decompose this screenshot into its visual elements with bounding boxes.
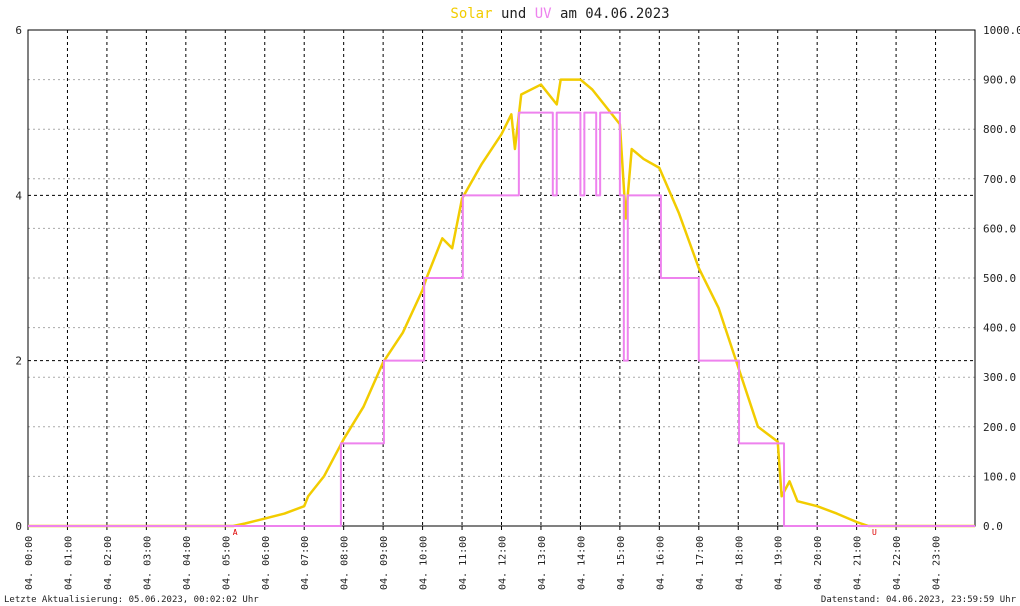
- x-tick-label: 04. 00:00: [24, 536, 35, 590]
- chart-title: Solar und UV am 04.06.2023: [450, 6, 669, 22]
- y2-tick-label: 900.0: [983, 74, 1016, 87]
- x-tick-label: 04. 23:00: [932, 536, 943, 590]
- x-tick-label: 04. 12:00: [498, 536, 509, 590]
- x-tick-label: 04. 03:00: [142, 536, 153, 590]
- footer-left: Letzte Aktualisierung: 05.06.2023, 00:02…: [4, 595, 259, 605]
- x-tick-label: 04. 21:00: [853, 536, 864, 590]
- y-tick-label: 0: [15, 520, 22, 533]
- x-tick-label: 04. 19:00: [774, 536, 785, 590]
- y2-tick-label: 600.0: [983, 222, 1016, 235]
- y2-tick-label: 300.0: [983, 371, 1016, 384]
- title-uv: UV: [535, 6, 552, 22]
- x-tick-label: 04. 05:00: [221, 536, 232, 590]
- y2-tick-label: 500.0: [983, 272, 1016, 285]
- x-tick-label: 04. 09:00: [379, 536, 390, 590]
- footer-right: Datenstand: 04.06.2023, 23:59:59 Uhr: [821, 595, 1017, 605]
- title-und: und: [501, 6, 526, 22]
- x-tick-label: 04. 08:00: [340, 536, 351, 590]
- title-solar: Solar: [450, 6, 492, 22]
- x-tick-label: 04. 18:00: [734, 536, 745, 590]
- x-tick-label: 04. 14:00: [576, 536, 587, 590]
- annotation: U: [872, 528, 877, 537]
- x-tick-label: 04. 20:00: [813, 536, 824, 590]
- y2-tick-label: 1000.0: [983, 24, 1020, 37]
- x-tick-label: 04. 11:00: [458, 536, 469, 590]
- x-tick-label: 04. 06:00: [261, 536, 272, 590]
- y2-tick-label: 0.0: [983, 520, 1003, 533]
- y2-tick-label: 800.0: [983, 123, 1016, 136]
- x-tick-label: 04. 01:00: [63, 536, 74, 590]
- annotation: A: [233, 528, 238, 537]
- x-tick-label: 04. 13:00: [537, 536, 548, 590]
- y2-tick-label: 700.0: [983, 173, 1016, 186]
- y2-tick-label: 400.0: [983, 322, 1016, 335]
- y-tick-label: 4: [15, 189, 22, 202]
- y-tick-label: 2: [15, 355, 22, 368]
- title-date: am 04.06.2023: [560, 6, 670, 22]
- y2-tick-label: 100.0: [983, 470, 1016, 483]
- x-tick-label: 04. 16:00: [655, 536, 666, 590]
- x-tick-label: 04. 10:00: [419, 536, 430, 590]
- y-tick-label: 6: [15, 24, 22, 37]
- x-tick-label: 04. 15:00: [616, 536, 627, 590]
- series-line: [28, 111, 975, 527]
- series-line: [28, 78, 975, 528]
- y2-tick-label: 200.0: [983, 421, 1016, 434]
- x-tick-label: 04. 04:00: [182, 536, 193, 590]
- x-tick-label: 04. 07:00: [300, 536, 311, 590]
- x-tick-label: 04. 02:00: [103, 536, 114, 590]
- x-tick-label: 04. 22:00: [892, 536, 903, 590]
- x-tick-label: 04. 17:00: [695, 536, 706, 590]
- plot-frame: [27, 29, 976, 527]
